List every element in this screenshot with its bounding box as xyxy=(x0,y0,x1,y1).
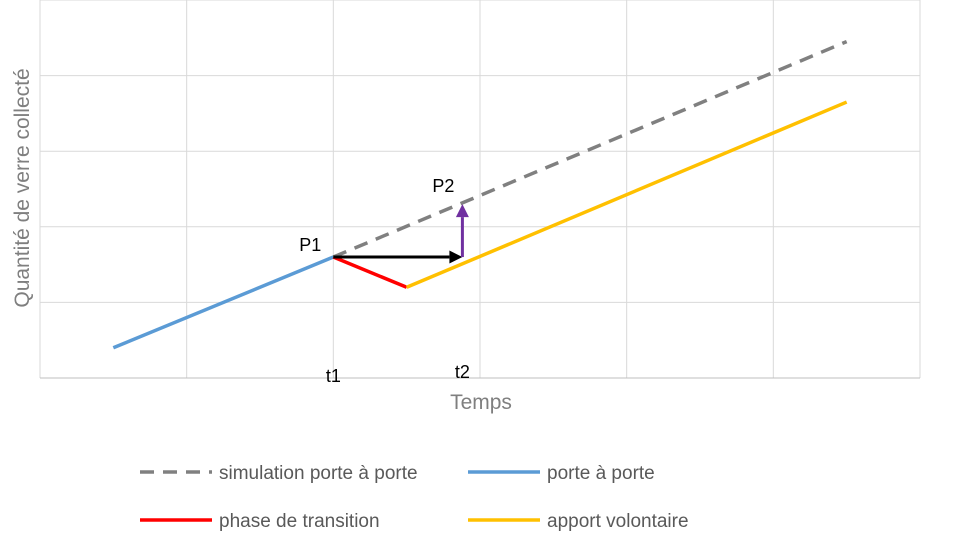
legend-label-1: porte à porte xyxy=(547,463,655,484)
series-line-0 xyxy=(332,39,848,259)
legend-label-2: phase de transition xyxy=(219,511,380,532)
annotation-t2: t2 xyxy=(455,362,470,382)
y-axis-title: Quantité de verre collecté xyxy=(11,68,34,307)
legend: simulation porte à porte porte à porte pha… xyxy=(140,463,689,532)
arrows xyxy=(333,204,469,264)
x-axis-title: Temps xyxy=(450,391,512,414)
plot-area xyxy=(112,39,848,350)
legend-label-3: apport volontaire xyxy=(547,511,689,532)
annotations: P1 P2 t1 t2 xyxy=(299,176,470,386)
series-line-3 xyxy=(405,100,848,289)
grid xyxy=(39,0,921,379)
annotation-p1: P1 xyxy=(299,235,321,255)
series-line-1 xyxy=(112,255,335,350)
annotation-p2: P2 xyxy=(432,176,454,196)
series-line-2 xyxy=(332,255,408,289)
arrow-head-1 xyxy=(455,204,469,218)
annotation-t1: t1 xyxy=(326,366,341,386)
arrow-head-0 xyxy=(449,250,463,264)
legend-label-0: simulation porte à porte xyxy=(219,463,418,484)
